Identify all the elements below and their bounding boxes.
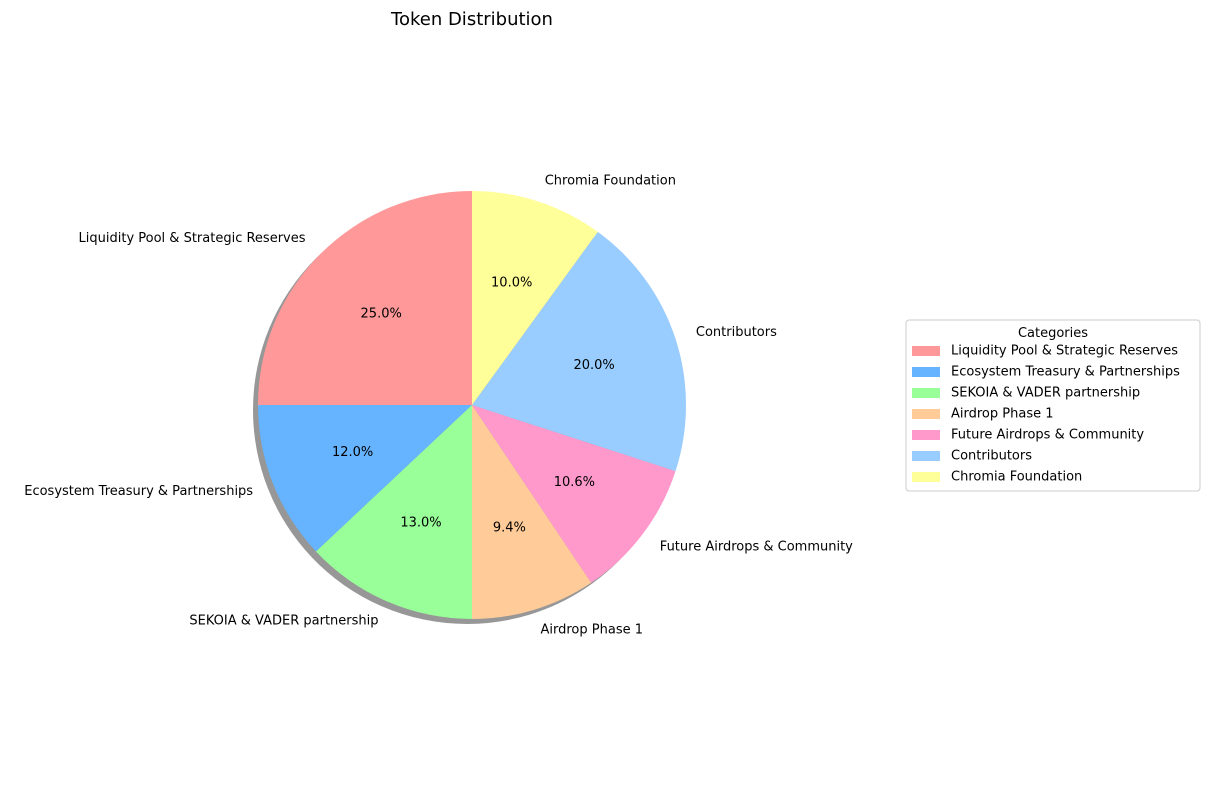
legend-swatch-liquidity-pool-and-strategic-reserves	[912, 346, 940, 356]
legend-label-contributors: Contributors	[951, 449, 1032, 464]
legend-label-airdrop-phase-1: Airdrop Phase 1	[951, 407, 1054, 422]
legend-swatch-contributors	[912, 451, 940, 461]
slice-liquidity-pool-and-strategic-reserves	[258, 191, 472, 405]
category-label-chromia-foundation: Chromia Foundation	[545, 174, 676, 189]
category-label-ecosystem-treasury-and-partnerships: Ecosystem Treasury & Partnerships	[24, 484, 253, 499]
category-label-contributors: Contributors	[696, 325, 777, 340]
legend-items: Liquidity Pool & Strategic Reserves Ecosy…	[912, 344, 1180, 485]
percent-label-sekoia-and-vader-partnership: 13.0%	[400, 515, 441, 530]
percent-label-contributors: 20.0%	[573, 358, 614, 373]
legend-swatch-airdrop-phase-1	[912, 409, 940, 419]
percent-label-future-airdrops-and-community: 10.6%	[554, 475, 595, 490]
percent-label-ecosystem-treasury-and-partnerships: 12.0%	[332, 445, 373, 460]
chart-title: Token Distribution	[390, 9, 553, 30]
legend: Categories Liquidity Pool & Strategic Re…	[905, 319, 1201, 492]
legend-swatch-future-airdrops-and-community	[912, 430, 940, 440]
legend-label-future-airdrops-and-community: Future Airdrops & Community	[951, 428, 1144, 443]
slice-contributors	[472, 231, 687, 472]
legend-swatch-ecosystem-treasury-and-partnerships	[912, 367, 940, 377]
legend-swatch-sekoia-and-vader-partnership	[912, 388, 940, 398]
slice-chromia-foundation	[472, 191, 598, 405]
pie-slices	[258, 191, 687, 619]
slice-future-airdrops-and-community	[472, 405, 676, 583]
legend-label-ecosystem-treasury-and-partnerships: Ecosystem Treasury & Partnerships	[951, 365, 1180, 380]
category-label-future-airdrops-and-community: Future Airdrops & Community	[660, 539, 853, 554]
category-label-sekoia-and-vader-partnership: SEKOIA & VADER partnership	[189, 614, 378, 629]
slice-sekoia-and-vader-partnership	[316, 405, 472, 619]
percent-label-airdrop-phase-1: 9.4%	[493, 520, 526, 535]
legend-title: Categories	[1018, 326, 1088, 341]
slice-airdrop-phase-1	[472, 405, 592, 619]
legend-label-chromia-foundation: Chromia Foundation	[951, 470, 1082, 485]
percent-label-chromia-foundation: 10.0%	[491, 275, 532, 290]
pie-labels: 25.0% Liquidity Pool & Strategic Reserves…	[24, 174, 853, 638]
legend-swatch-chromia-foundation	[912, 472, 940, 482]
category-label-liquidity-pool-and-strategic-reserves: Liquidity Pool & Strategic Reserves	[79, 231, 306, 246]
legend-frame	[905, 319, 1201, 492]
percent-label-liquidity-pool-and-strategic-reserves: 25.0%	[361, 307, 402, 322]
legend-label-sekoia-and-vader-partnership: SEKOIA & VADER partnership	[951, 386, 1140, 401]
slice-ecosystem-treasury-and-partnerships	[258, 405, 472, 552]
legend-label-liquidity-pool-and-strategic-reserves: Liquidity Pool & Strategic Reserves	[951, 344, 1178, 359]
category-label-airdrop-phase-1: Airdrop Phase 1	[541, 623, 644, 638]
